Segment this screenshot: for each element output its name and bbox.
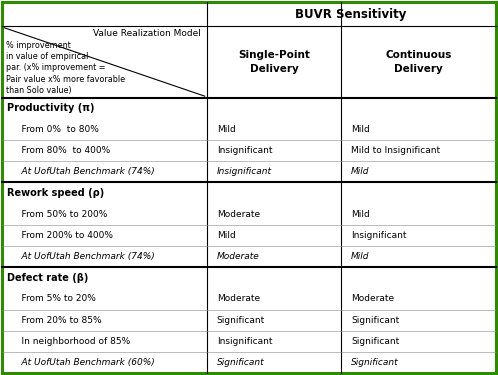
Text: In neighborhood of 85%: In neighborhood of 85% <box>10 337 130 346</box>
Text: Mild: Mild <box>351 125 370 134</box>
Text: Insignificant: Insignificant <box>351 231 406 240</box>
Text: Insignificant: Insignificant <box>217 337 272 346</box>
Text: Moderate: Moderate <box>217 252 259 261</box>
Text: At UofUtah Benchmark (74%): At UofUtah Benchmark (74%) <box>10 252 155 261</box>
Text: From 5% to 20%: From 5% to 20% <box>10 294 96 303</box>
Text: From 50% to 200%: From 50% to 200% <box>10 210 108 219</box>
Text: Rework speed (ρ): Rework speed (ρ) <box>7 188 105 198</box>
Text: % improvement
in value of empirical
par. (x% improvement =
Pair value x% more fa: % improvement in value of empirical par.… <box>6 41 125 94</box>
Text: Moderate: Moderate <box>217 294 260 303</box>
Text: Insignificant: Insignificant <box>217 146 272 155</box>
Text: Defect rate (β): Defect rate (β) <box>7 273 89 283</box>
Text: From 80%  to 400%: From 80% to 400% <box>10 146 110 155</box>
Text: From 20% to 85%: From 20% to 85% <box>10 316 102 325</box>
Text: Significant: Significant <box>217 316 265 325</box>
Text: From 0%  to 80%: From 0% to 80% <box>10 125 99 134</box>
Text: From 200% to 400%: From 200% to 400% <box>10 231 113 240</box>
Text: Significant: Significant <box>351 337 399 346</box>
Text: Mild: Mild <box>217 231 236 240</box>
Text: Mild: Mild <box>351 167 370 176</box>
Text: Value Realization Model: Value Realization Model <box>93 29 201 38</box>
Text: Single-Point
Delivery: Single-Point Delivery <box>238 50 310 74</box>
Text: Mild: Mild <box>217 125 236 134</box>
Text: Significant: Significant <box>351 358 399 367</box>
Text: Significant: Significant <box>351 316 399 325</box>
Text: Productivity (π): Productivity (π) <box>7 103 95 113</box>
Text: At UofUtah Benchmark (60%): At UofUtah Benchmark (60%) <box>10 358 155 367</box>
Text: Mild: Mild <box>351 210 370 219</box>
Text: Continuous
Delivery: Continuous Delivery <box>385 50 452 74</box>
Text: Mild: Mild <box>351 252 370 261</box>
Text: Moderate: Moderate <box>351 294 394 303</box>
Text: Significant: Significant <box>217 358 264 367</box>
Text: At UofUtah Benchmark (74%): At UofUtah Benchmark (74%) <box>10 167 155 176</box>
Text: Mild to Insignificant: Mild to Insignificant <box>351 146 440 155</box>
Text: Insignificant: Insignificant <box>217 167 271 176</box>
Text: BUVR Sensitivity: BUVR Sensitivity <box>295 8 407 21</box>
Text: Moderate: Moderate <box>217 210 260 219</box>
